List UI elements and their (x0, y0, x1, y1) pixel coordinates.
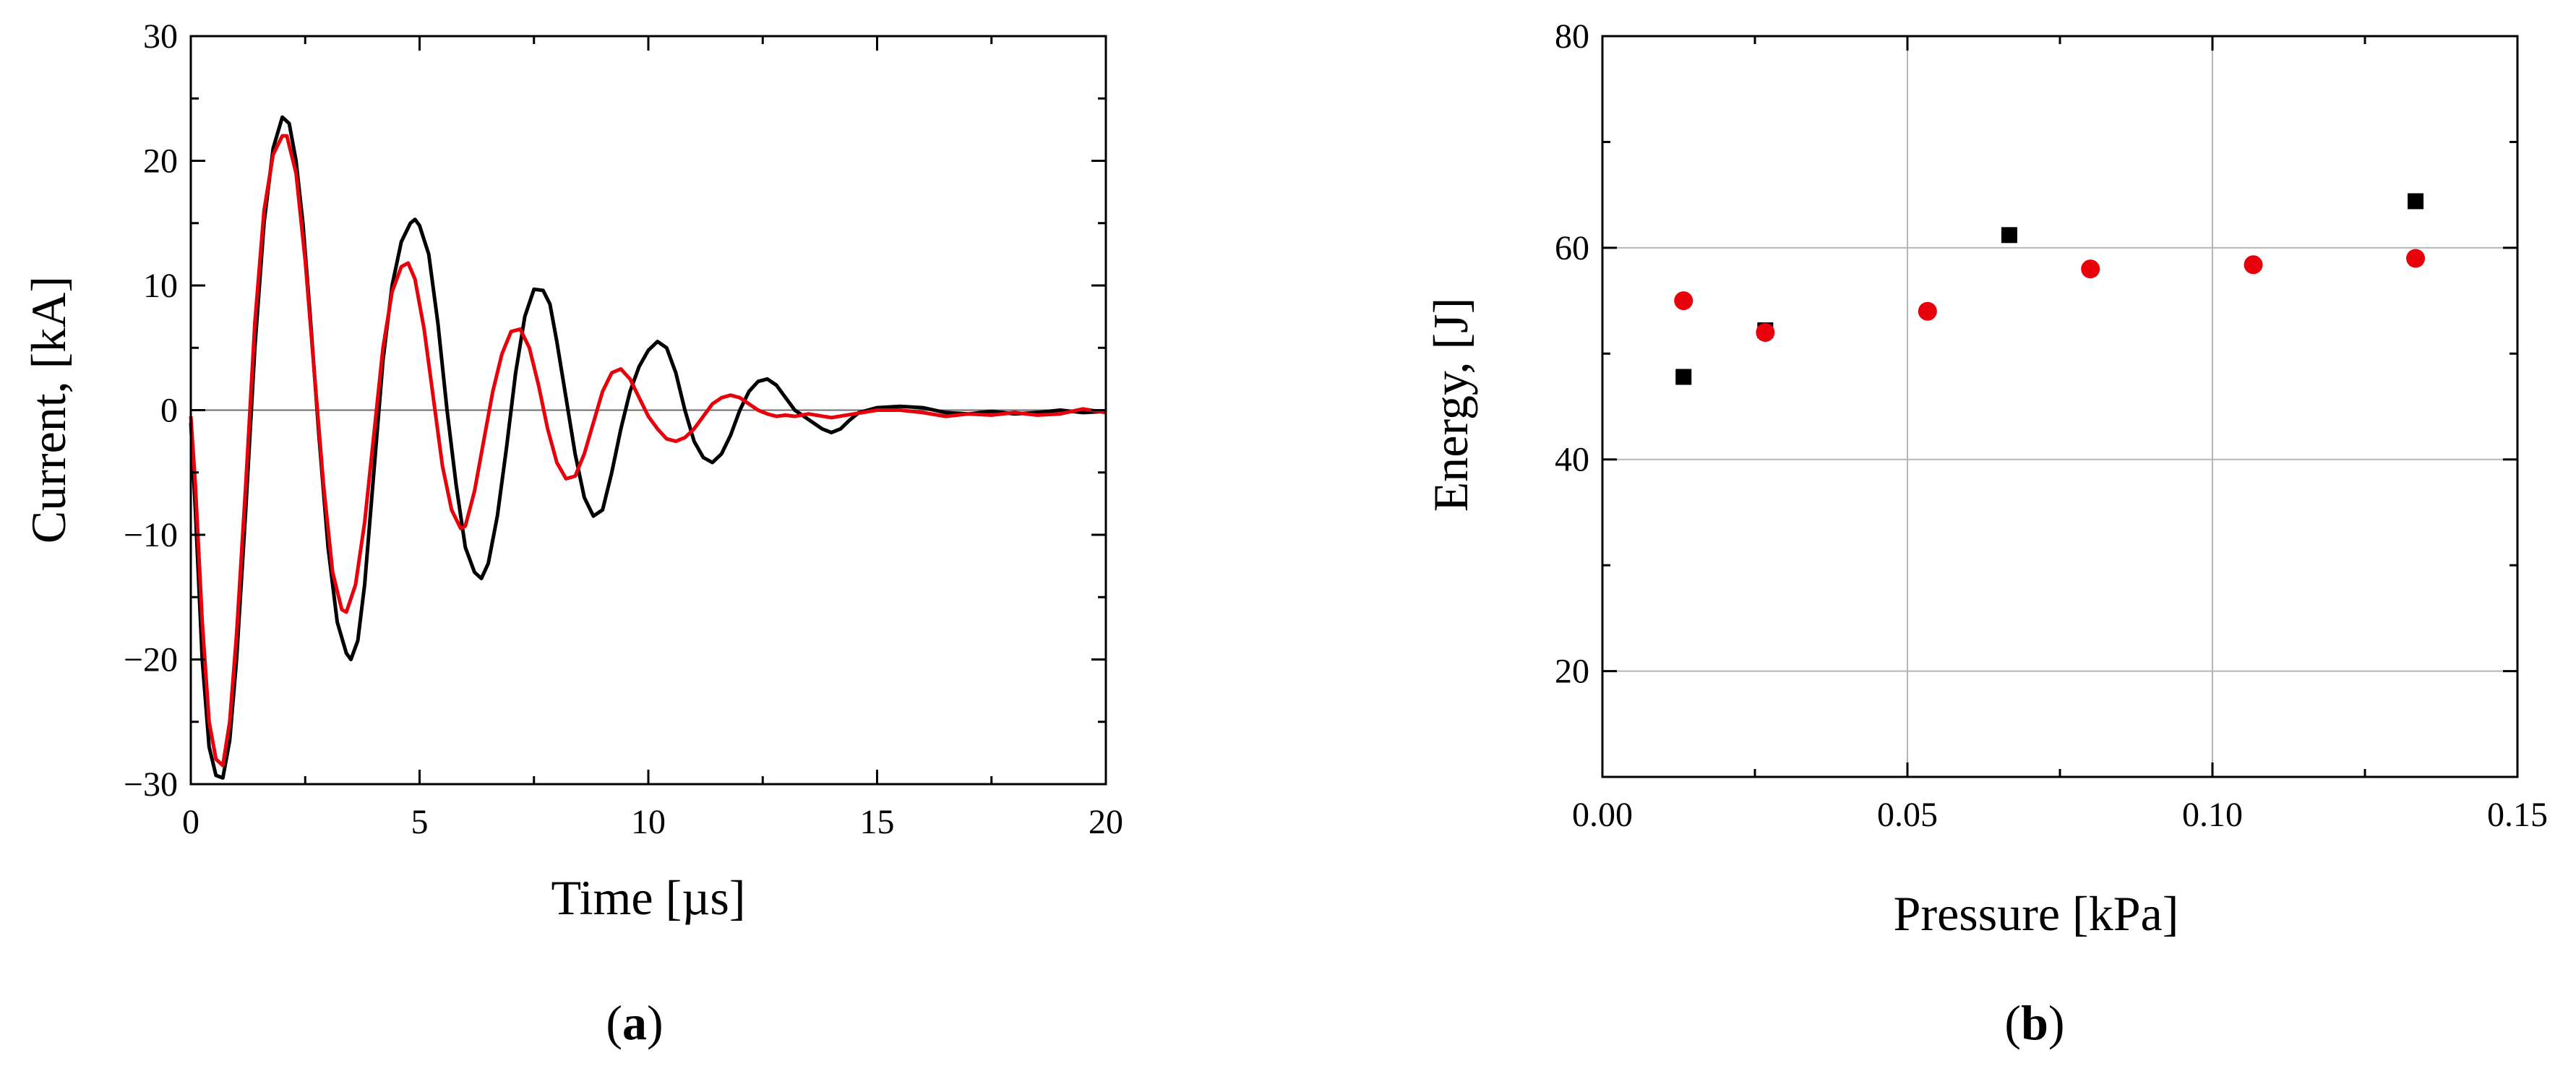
panel-b-x-tick-label: 0.05 (1877, 796, 1938, 834)
panel-b-ticks: 0.00 0.05 0.10 0.15 20 40 60 80 (1555, 17, 2548, 834)
panel-a-x-tick-label: 0 (182, 803, 199, 841)
panel-a-y-tick-label: 30 (143, 17, 178, 56)
panel-a-y-tick-label: −30 (124, 765, 178, 804)
data-point-circle (1756, 323, 1775, 342)
panel-b-caption-close: ) (2048, 995, 2065, 1050)
data-point-square (1675, 369, 1692, 385)
panel-a-y-tick-label: −20 (124, 641, 178, 679)
panel-b-series-layer (1674, 193, 2426, 385)
series-line-red (189, 134, 1107, 768)
panel-a-caption: (a) (606, 995, 663, 1050)
panel-b-gridlines (1602, 36, 2517, 777)
panel-a-x-tick-label: 15 (860, 803, 895, 841)
panel-b-y-axis-title: Energy, [J] (1423, 298, 1478, 512)
data-point-circle (1674, 291, 1693, 311)
series-line-black (189, 115, 1107, 780)
panel-a-y-axis-title: Current, [kA] (21, 276, 76, 543)
panel-b-plot-frame (1601, 35, 2519, 778)
panel-a-x-tick-label: 20 (1089, 803, 1123, 841)
panel-a-y-tick-label: −10 (124, 516, 178, 554)
panel-b-caption-open: ( (2004, 995, 2021, 1050)
panel-b-caption-letter: b (2021, 995, 2048, 1050)
panel-a-ticks: 0 5 10 15 20 −30 −20 −10 0 10 20 30 (124, 17, 1123, 841)
panel-b-x-tick-label: 0.15 (2487, 796, 2548, 834)
panel-a-caption-letter: a (622, 995, 647, 1050)
panel-b-y-tick-label: 60 (1555, 229, 1589, 267)
panel-a-y-tick-label: 0 (160, 392, 178, 430)
panel-b-x-tick-label: 0.10 (2182, 796, 2243, 834)
panel-a-caption-open: ( (606, 995, 622, 1050)
panel-a-y-tick-label: 20 (143, 142, 178, 181)
panel-b-y-tick-label: 20 (1555, 653, 1589, 691)
panel-b-caption: (b) (2004, 995, 2064, 1050)
panel-b-y-tick-label: 40 (1555, 441, 1589, 479)
data-point-circle (2081, 259, 2100, 279)
data-point-square (2001, 227, 2017, 244)
panel-a-series-layer (189, 115, 1107, 780)
data-point-circle (2244, 255, 2263, 275)
panel-a-x-tick-label: 10 (631, 803, 666, 841)
panel-a-y-tick-label: 10 (143, 267, 178, 305)
data-point-circle (2406, 249, 2426, 268)
panel-a-caption-close: ) (647, 995, 664, 1050)
panel-b-y-tick-label: 80 (1555, 17, 1589, 56)
panel-a: 0 5 10 15 20 −30 −20 −10 0 10 20 30 Time [µs] Curre… (21, 17, 1123, 1050)
panel-b-x-axis-title: Pressure [kPa] (1894, 886, 2179, 941)
panel-a-x-axis-title: Time [µs] (551, 870, 745, 925)
panel-b-x-tick-label: 0.00 (1572, 796, 1633, 834)
data-point-circle (1918, 301, 1937, 321)
panel-a-x-tick-label: 5 (411, 803, 429, 841)
data-point-square (2408, 193, 2424, 210)
